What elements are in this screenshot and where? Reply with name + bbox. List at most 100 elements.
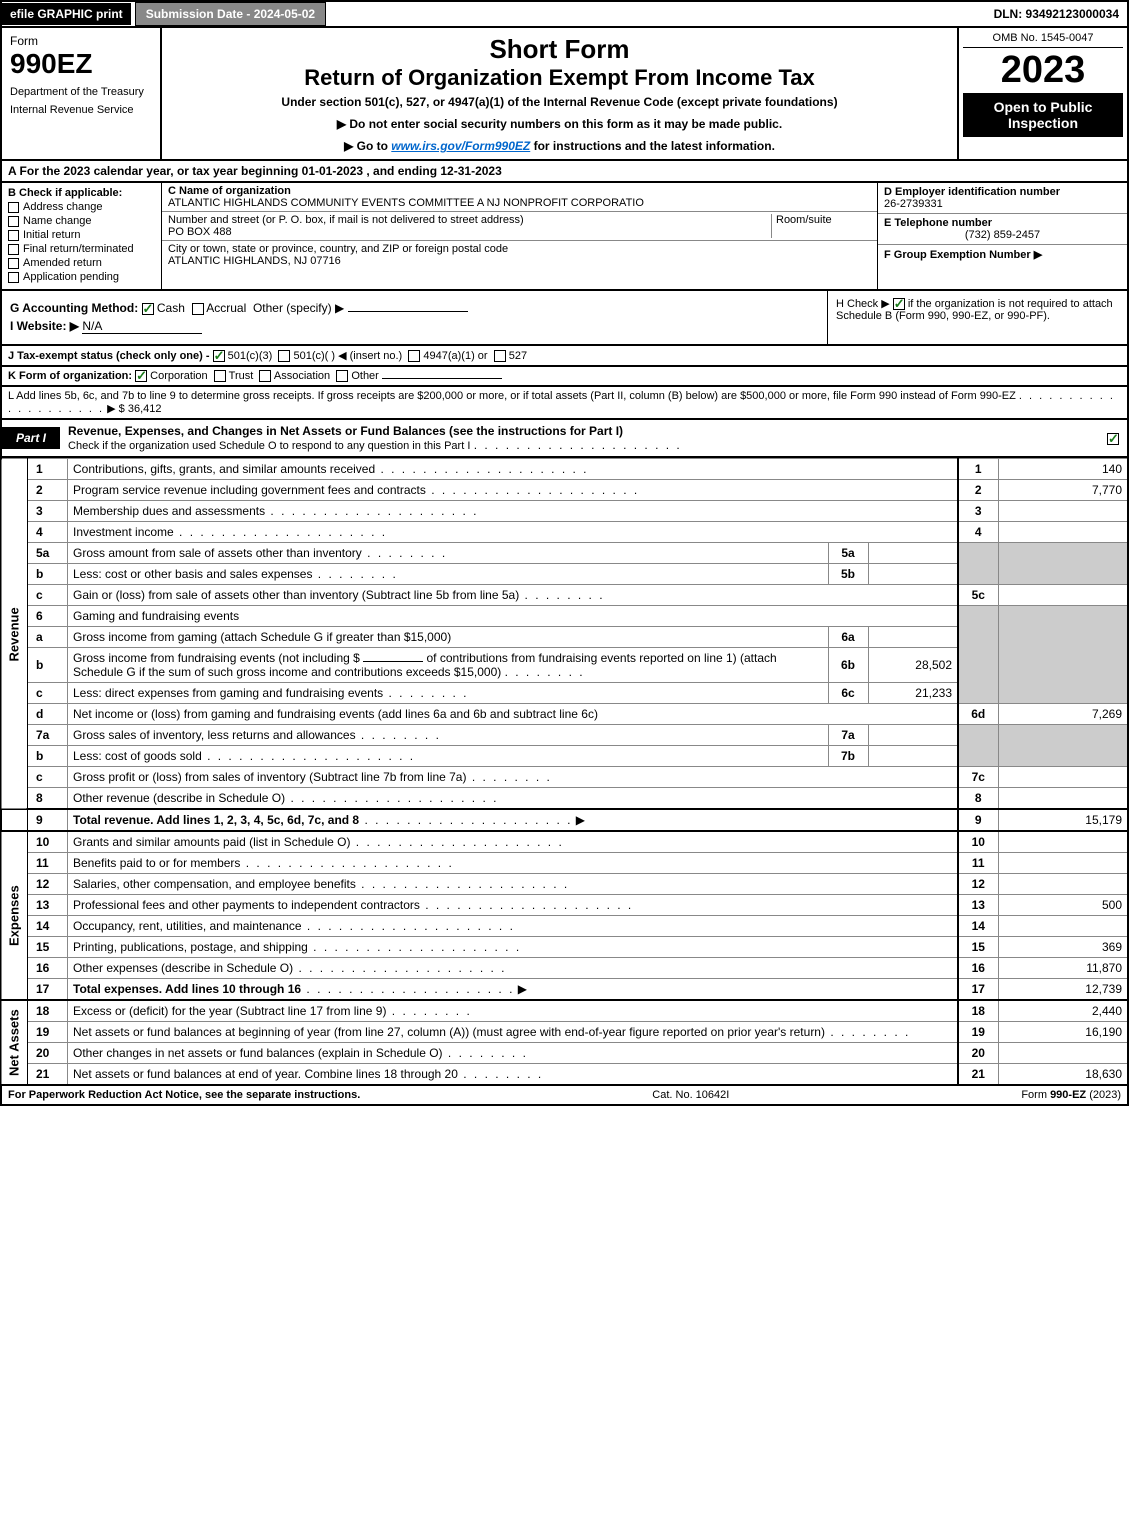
cb-527[interactable] [494,350,506,362]
section-def: D Employer identification number 26-2739… [877,183,1127,289]
table-row: c Gross profit or (loss) from sales of i… [1,767,1128,788]
cb-amended-return[interactable]: Amended return [8,257,155,269]
line-desc: Grants and similar amounts paid (list in… [73,835,350,849]
footer-right-post: (2023) [1086,1089,1121,1101]
tax-year: 2023 [963,51,1123,89]
dept-irs: Internal Revenue Service [10,104,152,116]
cb-association[interactable] [259,370,271,382]
table-row: 6 Gaming and fundraising events [1,606,1128,627]
cb-accrual[interactable] [192,303,204,315]
result-no: 14 [958,916,998,937]
line-desc: Gross amount from sale of assets other t… [73,546,362,560]
line-no: b [28,746,68,767]
room-label: Room/suite [776,214,832,226]
cb-schedule-o[interactable] [1107,433,1119,445]
result-val: 15,179 [998,809,1128,831]
footer-center: Cat. No. 10642I [360,1089,1021,1101]
grey-cell [998,543,1128,585]
line-desc: Less: direct expenses from gaming and fu… [73,686,383,700]
note2-post: for instructions and the latest informat… [530,139,775,153]
table-row: 14 Occupancy, rent, utilities, and maint… [1,916,1128,937]
c-name-label: C Name of organization [168,185,291,197]
cb-4947[interactable] [408,350,420,362]
line-desc: Gain or (loss) from sale of assets other… [73,588,519,602]
result-no: 18 [958,1000,998,1022]
table-row: 8 Other revenue (describe in Schedule O)… [1,788,1128,810]
efile-label[interactable]: efile GRAPHIC print [2,3,131,25]
result-val: 11,870 [998,958,1128,979]
table-row: 13 Professional fees and other payments … [1,895,1128,916]
cb-cash[interactable] [142,303,154,315]
table-row: 15 Printing, publications, postage, and … [1,937,1128,958]
dept-treasury: Department of the Treasury [10,86,152,98]
table-row: 2 Program service revenue including gove… [1,480,1128,501]
cb-label-4: Amended return [23,257,102,269]
cb-501c[interactable] [278,350,290,362]
line-no: 8 [28,788,68,810]
sub-val: 21,233 [868,683,958,704]
line-no: d [28,704,68,725]
cb-other[interactable] [336,370,348,382]
cb-application-pending[interactable]: Application pending [8,271,155,283]
result-val: 140 [998,459,1128,480]
result-val [998,788,1128,810]
line-desc: Professional fees and other payments to … [73,898,420,912]
cb-501c3[interactable] [213,350,225,362]
page-footer: For Paperwork Reduction Act Notice, see … [0,1086,1129,1106]
line-no: c [28,683,68,704]
c-addr-label: Number and street (or P. O. box, if mail… [168,214,524,226]
g-other: Other (specify) ▶ [253,301,344,315]
cb-corporation[interactable] [135,370,147,382]
irs-link[interactable]: www.irs.gov/Form990EZ [391,139,530,153]
sub-val [868,627,958,648]
g-cash: Cash [157,301,185,315]
g-label: G Accounting Method: [10,301,138,315]
result-val [998,874,1128,895]
line-no: 17 [28,979,68,1001]
cb-final-return[interactable]: Final return/terminated [8,243,155,255]
cb-trust[interactable] [214,370,226,382]
j-opt2: 501(c)( ) ◀ (insert no.) [293,350,402,362]
line-no: 11 [28,853,68,874]
g-other-input[interactable] [348,311,468,312]
result-val: 7,269 [998,704,1128,725]
result-no: 7c [958,767,998,788]
sub-no: 7b [828,746,868,767]
section-a-text: A For the 2023 calendar year, or tax yea… [8,164,502,178]
line-no: 15 [28,937,68,958]
table-row: 20 Other changes in net assets or fund b… [1,1043,1128,1064]
j-opt3: 4947(a)(1) or [423,350,487,362]
result-no: 20 [958,1043,998,1064]
cb-initial-return[interactable]: Initial return [8,229,155,241]
line-no: a [28,627,68,648]
org-city: ATLANTIC HIGHLANDS, NJ 07716 [168,255,341,267]
part-i-header: Part I Revenue, Expenses, and Changes in… [0,420,1129,458]
line-desc: Net income or (loss) from gaming and fun… [73,707,598,721]
submission-date: Submission Date - 2024-05-02 [135,2,326,26]
line-desc: Gross sales of inventory, less returns a… [73,728,356,742]
result-no: 15 [958,937,998,958]
line-no: 13 [28,895,68,916]
sub-val [868,725,958,746]
line-no: 12 [28,874,68,895]
part-i-title: Revenue, Expenses, and Changes in Net As… [60,420,1099,456]
short-form-title: Short Form [172,34,947,65]
line-no: 3 [28,501,68,522]
cb-address-change[interactable]: Address change [8,201,155,213]
cb-schedule-b[interactable] [893,298,905,310]
public-inspection: Open to Public Inspection [963,93,1123,137]
org-name: ATLANTIC HIGHLANDS COMMUNITY EVENTS COMM… [168,197,644,209]
section-a: A For the 2023 calendar year, or tax yea… [0,161,1129,183]
sub-val [868,746,958,767]
result-no: 6d [958,704,998,725]
k-other-input[interactable] [382,378,502,379]
contrib-input[interactable] [363,661,423,662]
revenue-side-label: Revenue [1,459,28,810]
line-desc: Total expenses. Add lines 10 through 16 [73,982,301,996]
table-row: Net Assets 18 Excess or (deficit) for th… [1,1000,1128,1022]
result-val: 18,630 [998,1064,1128,1086]
result-no: 1 [958,459,998,480]
section-h: H Check ▶ if the organization is not req… [827,291,1127,344]
footer-right-pre: Form [1021,1089,1050,1101]
cb-name-change[interactable]: Name change [8,215,155,227]
